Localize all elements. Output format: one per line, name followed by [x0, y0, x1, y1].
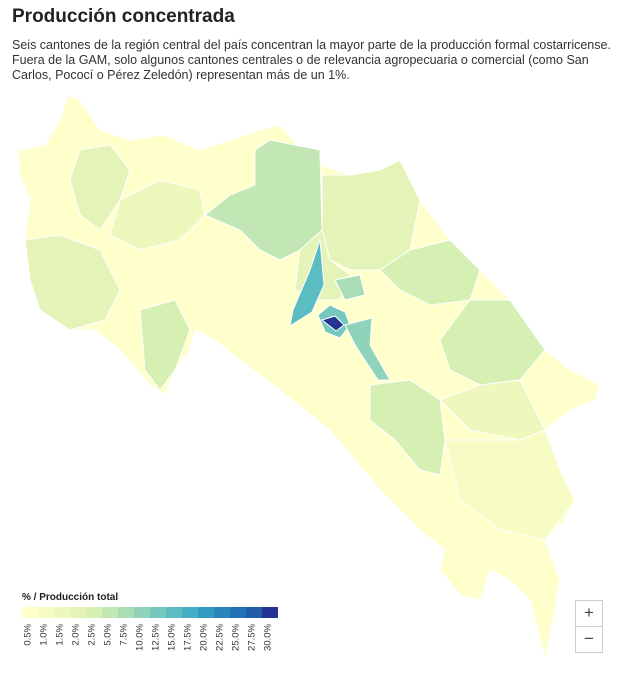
legend-label: 20.0% [199, 623, 210, 650]
zoom-out[interactable]: − [575, 626, 603, 653]
legend-label: 2.5% [87, 623, 98, 645]
legend-swatch [70, 607, 86, 618]
legend-swatch [230, 607, 246, 618]
legend-swatch [38, 607, 54, 618]
legend-swatch [262, 607, 278, 618]
canton [344, 317, 391, 381]
legend: 0.5% 1.0% 1.5% 2.0% 2.5% 5.0% 7.5% 10.0% 12.5% 15… [22, 607, 278, 651]
legend-label: 15.0% [167, 623, 178, 650]
title: Producción concentrada [12, 6, 235, 27]
legend-swatch [182, 607, 198, 618]
legend-label: 30.0% [263, 623, 274, 650]
legend-swatch [134, 607, 150, 618]
zoom-in[interactable]: + [575, 600, 603, 627]
canton [109, 179, 206, 251]
canton [320, 315, 345, 332]
legend-label: 22.5% [215, 623, 226, 650]
legend-label: 10.0% [135, 623, 146, 650]
legend-label: 7.5% [119, 623, 130, 645]
legend-label: 1.0% [39, 623, 50, 645]
legend-swatch [166, 607, 182, 618]
legend-swatch [54, 607, 70, 618]
canton [69, 144, 131, 231]
legend-swatch [86, 607, 102, 618]
legend-label: 2.0% [71, 623, 82, 645]
legend-label: 12.5% [151, 623, 162, 650]
canton [24, 234, 121, 331]
canton [139, 299, 191, 391]
legend-swatch [246, 607, 262, 618]
legend-label: 17.5% [183, 623, 194, 650]
canton [444, 429, 576, 541]
legend-swatch [198, 607, 214, 618]
canton [204, 139, 323, 261]
legend-swatch [102, 607, 118, 618]
legend-label: 0.5% [23, 623, 34, 645]
canton [379, 239, 481, 306]
canton [334, 274, 366, 301]
legend-title: % / Producción total [22, 592, 118, 603]
canton [369, 379, 446, 476]
cantons [17, 94, 601, 661]
legend-swatch [22, 607, 38, 618]
legend-swatch [118, 607, 134, 618]
subtitle: Seis cantones de la región central del p… [12, 38, 611, 82]
legend-label: 1.5% [55, 623, 66, 645]
legend-swatch [214, 607, 230, 618]
legend-label: 25.0% [231, 623, 242, 650]
canton [289, 239, 325, 328]
legend-label: 27.5% [247, 623, 258, 650]
legend-label: 5.0% [103, 623, 114, 645]
legend-swatch [150, 607, 166, 618]
